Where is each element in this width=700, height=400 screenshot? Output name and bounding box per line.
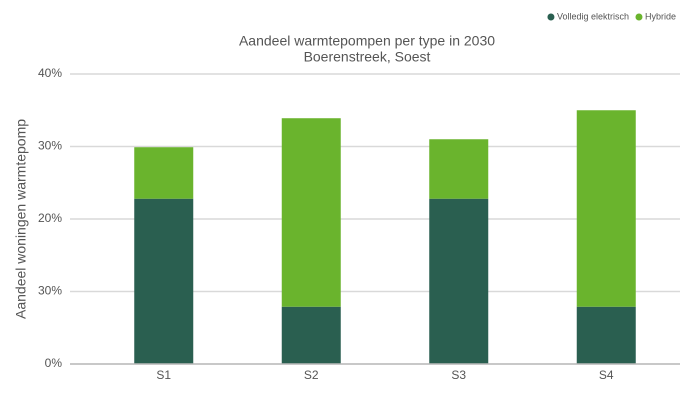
y-tick-label: 20% xyxy=(38,211,62,225)
y-tick-label: 0% xyxy=(45,356,63,370)
x-tick-label: S3 xyxy=(451,368,466,382)
x-tick-label: S4 xyxy=(599,368,614,382)
bar-segment xyxy=(429,198,489,364)
bar-segment xyxy=(576,110,636,307)
x-tick-label: S1 xyxy=(156,368,171,382)
bar-segment xyxy=(281,118,341,307)
y-tick-label: 30% xyxy=(38,139,62,153)
bar-segment xyxy=(134,198,194,364)
chart-subtitle: Boerenstreek, Soest xyxy=(304,49,431,65)
legend-label: Hybride xyxy=(645,11,676,21)
legend-marker xyxy=(547,13,555,21)
y-tick-label: 40% xyxy=(38,66,62,80)
chart-title: Aandeel warmtepompen per type in 2030 xyxy=(239,33,495,49)
bar-segment xyxy=(429,139,489,199)
bar-segment xyxy=(134,147,194,199)
y-axis-label: Aandeel woningen warmtepomp xyxy=(13,119,29,319)
bar-segment xyxy=(281,306,341,364)
x-tick-label: S2 xyxy=(304,368,319,382)
bar-segment xyxy=(576,306,636,364)
y-tick-label: 30% xyxy=(38,284,62,298)
legend-marker xyxy=(635,13,643,21)
legend-label: Volledig elektrisch xyxy=(557,11,629,21)
